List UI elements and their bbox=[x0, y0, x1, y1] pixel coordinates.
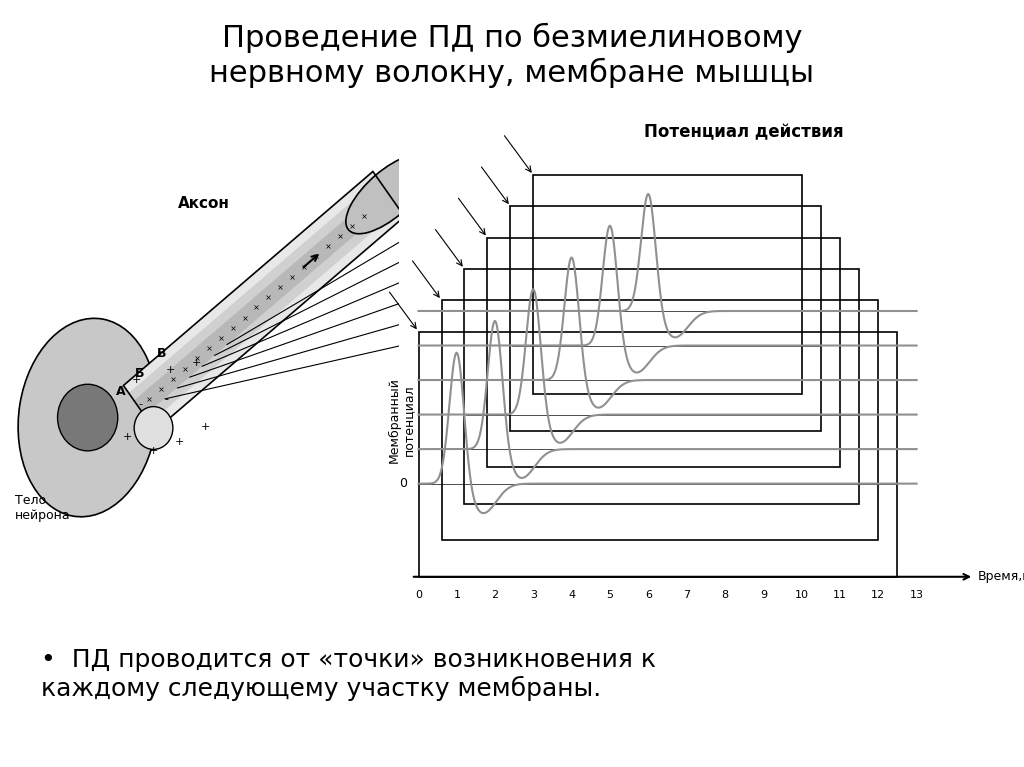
Text: +: + bbox=[201, 423, 210, 433]
Text: Потенциал действия: Потенциал действия bbox=[644, 123, 844, 141]
Text: 9: 9 bbox=[760, 590, 767, 600]
Text: Аксон: Аксон bbox=[178, 196, 229, 212]
Text: +: + bbox=[123, 432, 132, 442]
Text: 11: 11 bbox=[833, 590, 847, 600]
Text: 13: 13 bbox=[909, 590, 924, 600]
Text: 4: 4 bbox=[568, 590, 575, 600]
Text: 3: 3 bbox=[530, 590, 537, 600]
Ellipse shape bbox=[18, 318, 158, 517]
Text: Тело
нейрона: Тело нейрона bbox=[14, 494, 71, 522]
Text: В: В bbox=[157, 347, 166, 360]
Text: +: + bbox=[175, 436, 184, 446]
Text: Проведение ПД по безмиелиновому
нервному волокну, мембране мышцы: Проведение ПД по безмиелиновому нервному… bbox=[210, 23, 814, 88]
Text: 10: 10 bbox=[795, 590, 809, 600]
Text: 5: 5 bbox=[606, 590, 613, 600]
Text: +: + bbox=[191, 358, 202, 368]
Text: А: А bbox=[116, 385, 126, 398]
Text: 12: 12 bbox=[871, 590, 886, 600]
Text: -: - bbox=[138, 399, 142, 409]
Ellipse shape bbox=[57, 384, 118, 451]
Polygon shape bbox=[129, 179, 399, 423]
Ellipse shape bbox=[346, 154, 431, 234]
Text: 2: 2 bbox=[492, 590, 499, 600]
Polygon shape bbox=[134, 186, 394, 416]
Text: 7: 7 bbox=[683, 590, 690, 600]
Text: 8: 8 bbox=[722, 590, 729, 600]
Text: Мембранный
потенциал: Мембранный потенциал bbox=[387, 377, 416, 463]
Text: 6: 6 bbox=[645, 590, 652, 600]
Text: •  ПД проводится от «точки» возникновения к
каждому следующему участку мембраны.: • ПД проводится от «точки» возникновения… bbox=[41, 648, 656, 701]
Text: Время,мс: Время,мс bbox=[978, 571, 1024, 583]
Text: 0: 0 bbox=[399, 477, 407, 490]
Text: 0: 0 bbox=[415, 590, 422, 600]
Text: 1: 1 bbox=[454, 590, 461, 600]
Text: +: + bbox=[166, 365, 175, 375]
Text: +: + bbox=[132, 375, 141, 385]
Ellipse shape bbox=[134, 407, 173, 449]
Text: +: + bbox=[148, 446, 159, 456]
Text: -: - bbox=[165, 394, 168, 404]
Text: Б: Б bbox=[135, 367, 144, 380]
Polygon shape bbox=[124, 172, 404, 430]
